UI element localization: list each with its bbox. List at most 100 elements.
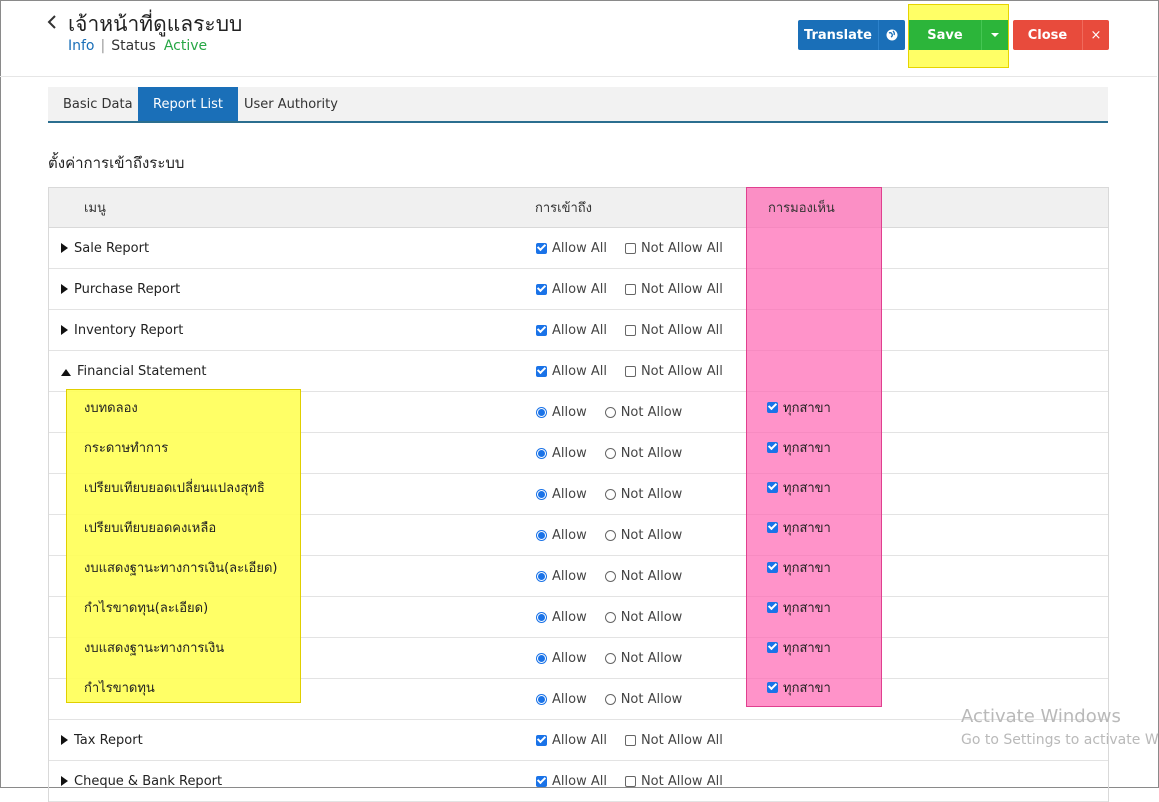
all-branches-checkbox[interactable] [767, 441, 778, 453]
access-options: Allow All Not Allow All [536, 761, 741, 801]
tab-user-authority[interactable]: User Authority [244, 96, 338, 112]
not-allow-all-checkbox[interactable] [624, 283, 636, 295]
item-row: Allow Not Allow [49, 638, 1108, 679]
access-options: Allow Not Allow [536, 515, 700, 555]
not-allow-label: Not Allow [620, 691, 683, 707]
watermark-title: Activate Windows [961, 706, 1121, 727]
item-row: Allow Not Allow [49, 474, 1108, 515]
not-allow-label: Not Allow [620, 609, 683, 625]
branch-visibility: ทุกสาขา [767, 627, 831, 667]
report-name: เปรียบเทียบยอดเปลี่ยนแปลงสุทธิ [84, 480, 265, 496]
allow-radio[interactable] [536, 693, 547, 705]
access-options: Allow Not Allow [536, 433, 700, 473]
not-allow-radio[interactable] [604, 447, 616, 459]
translate-button[interactable]: Translate [798, 20, 878, 50]
allow-radio[interactable] [536, 652, 547, 664]
all-branches-checkbox[interactable] [767, 681, 778, 693]
all-branches-checkbox[interactable] [767, 601, 778, 613]
not-allow-label: Not Allow [620, 527, 683, 543]
access-options: Allow All Not Allow All [536, 720, 741, 760]
not-allow-all-label: Not Allow All [640, 773, 723, 789]
back-chevron-icon[interactable] [44, 12, 60, 32]
caret-right-icon[interactable] [61, 284, 68, 294]
branch-visibility: ทุกสาขา [767, 467, 831, 507]
allow-all-checkbox[interactable] [536, 365, 547, 377]
column-header-access: การเข้าถึง [535, 201, 593, 216]
allow-radio[interactable] [536, 488, 547, 500]
allow-radio[interactable] [536, 570, 547, 582]
access-options: Allow All Not Allow All [536, 269, 741, 309]
all-branches-checkbox[interactable] [767, 401, 778, 413]
column-header-menu: เมนู [84, 201, 106, 216]
not-allow-radio[interactable] [604, 406, 616, 418]
all-branches-checkbox[interactable] [767, 561, 778, 573]
all-branches-checkbox[interactable] [767, 641, 778, 653]
not-allow-radio[interactable] [604, 611, 616, 623]
allow-all-label: Allow All [552, 363, 607, 379]
report-name: กำไรขาดทุน [84, 680, 155, 696]
access-options: Allow Not Allow [536, 679, 700, 719]
all-branches-checkbox[interactable] [767, 481, 778, 493]
group-menu-cell: Inventory Report [61, 310, 183, 350]
permission-table: เมนู การเข้าถึง การมองเห็น Sale Report Al… [48, 187, 1109, 802]
not-allow-radio[interactable] [604, 652, 616, 664]
separator: | [100, 38, 106, 54]
not-allow-all-checkbox[interactable] [624, 242, 636, 254]
allow-all-checkbox[interactable] [536, 324, 547, 336]
save-dropdown-icon[interactable] [981, 20, 1008, 50]
tab-report-list[interactable]: Report List [138, 87, 238, 121]
not-allow-all-checkbox[interactable] [624, 734, 636, 746]
watermark-subtitle: Go to Settings to activate Windows. [961, 732, 1159, 748]
group-name: Sale Report [74, 240, 150, 256]
caret-right-icon[interactable] [61, 243, 68, 253]
not-allow-all-checkbox[interactable] [624, 324, 636, 336]
allow-label: Allow [552, 568, 587, 584]
group-menu-cell: Sale Report [61, 228, 149, 268]
caret-right-icon[interactable] [61, 735, 68, 745]
caret-down-icon[interactable] [61, 368, 71, 376]
report-name: เปรียบเทียบยอดคงเหลือ [84, 520, 217, 536]
allow-label: Allow [552, 609, 587, 625]
branch-visibility: ทุกสาขา [767, 667, 831, 707]
access-options: Allow All Not Allow All [536, 228, 741, 268]
allow-label: Allow [552, 527, 587, 543]
report-name: กำไรขาดทุน(ละเอียด) [84, 600, 209, 616]
access-options: Allow All Not Allow All [536, 310, 741, 350]
close-button[interactable]: Close [1013, 20, 1082, 50]
allow-radio[interactable] [536, 447, 547, 459]
all-branches-label: ทุกสาขา [783, 680, 831, 696]
allow-all-checkbox[interactable] [536, 283, 547, 295]
group-name: Tax Report [74, 732, 143, 748]
allow-all-checkbox[interactable] [536, 775, 547, 787]
not-allow-radio[interactable] [604, 693, 616, 705]
not-allow-radio[interactable] [604, 529, 616, 541]
allow-radio[interactable] [536, 611, 547, 623]
allow-all-label: Allow All [552, 281, 607, 297]
globe-icon[interactable] [878, 20, 905, 50]
not-allow-radio[interactable] [604, 488, 616, 500]
info-link[interactable]: Info [68, 38, 95, 54]
save-button[interactable]: Save [909, 20, 981, 50]
tab-bar: Basic Data Report List User Authority [48, 87, 1108, 123]
all-branches-label: ทุกสาขา [783, 440, 831, 456]
not-allow-all-checkbox[interactable] [624, 365, 636, 377]
report-item-name: งบแสดงฐานะทางการเงิน [84, 627, 224, 667]
not-allow-label: Not Allow [620, 445, 683, 461]
allow-radio[interactable] [536, 406, 547, 418]
status-label: Status [111, 38, 156, 54]
close-icon[interactable]: × [1082, 20, 1109, 50]
report-name: งบแสดงฐานะทางการเงิน [84, 640, 225, 656]
allow-radio[interactable] [536, 529, 547, 541]
allow-all-label: Allow All [552, 773, 607, 789]
not-allow-radio[interactable] [604, 570, 616, 582]
caret-right-icon[interactable] [61, 776, 68, 786]
access-options: Allow Not Allow [536, 556, 700, 596]
all-branches-checkbox[interactable] [767, 521, 778, 533]
not-allow-all-checkbox[interactable] [624, 775, 636, 787]
tab-basic-data[interactable]: Basic Data [63, 96, 133, 112]
allow-all-checkbox[interactable] [536, 242, 547, 254]
branch-visibility: ทุกสาขา [767, 387, 831, 427]
allow-all-checkbox[interactable] [536, 734, 547, 746]
item-row: Allow Not Allow [49, 392, 1108, 433]
caret-right-icon[interactable] [61, 325, 68, 335]
